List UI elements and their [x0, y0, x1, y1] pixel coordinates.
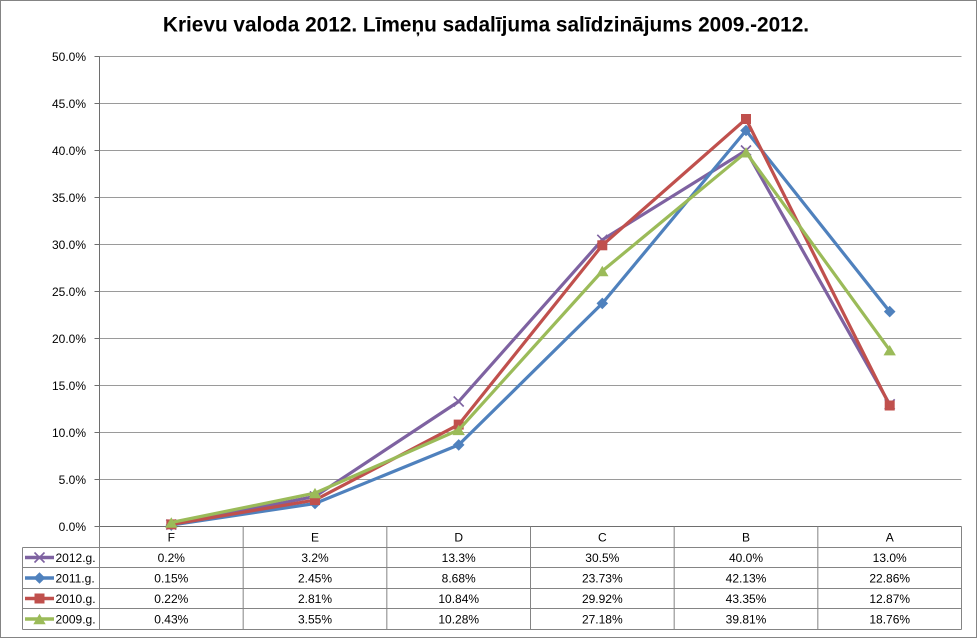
svg-text:12.87%: 12.87%: [869, 592, 910, 606]
svg-text:25.0%: 25.0%: [52, 285, 86, 299]
svg-text:10.0%: 10.0%: [52, 426, 86, 440]
svg-text:2012.g.: 2012.g.: [56, 551, 96, 565]
svg-text:50.0%: 50.0%: [52, 50, 86, 64]
svg-text:0.2%: 0.2%: [158, 551, 186, 565]
svg-text:30.5%: 30.5%: [585, 551, 619, 565]
svg-text:8.68%: 8.68%: [442, 571, 476, 585]
svg-text:E: E: [311, 531, 319, 545]
svg-text:F: F: [168, 531, 175, 545]
svg-text:39.81%: 39.81%: [726, 612, 767, 626]
svg-text:29.92%: 29.92%: [582, 592, 623, 606]
svg-text:B: B: [742, 531, 750, 545]
svg-text:22.86%: 22.86%: [869, 571, 910, 585]
svg-text:35.0%: 35.0%: [52, 191, 86, 205]
svg-text:2009.g.: 2009.g.: [56, 612, 96, 626]
svg-text:3.2%: 3.2%: [301, 551, 329, 565]
svg-text:10.84%: 10.84%: [438, 592, 479, 606]
svg-text:Krievu valoda 2012. Līmeņu sad: Krievu valoda 2012. Līmeņu sadalījuma sa…: [163, 14, 809, 37]
svg-text:40.0%: 40.0%: [52, 144, 86, 158]
svg-text:10.28%: 10.28%: [438, 612, 479, 626]
svg-text:2011.g.: 2011.g.: [56, 571, 95, 585]
svg-text:43.35%: 43.35%: [726, 592, 767, 606]
svg-text:27.18%: 27.18%: [582, 612, 623, 626]
svg-text:20.0%: 20.0%: [52, 332, 86, 346]
svg-text:C: C: [598, 531, 607, 545]
svg-text:13.3%: 13.3%: [442, 551, 476, 565]
svg-text:18.76%: 18.76%: [869, 612, 910, 626]
svg-text:2010.g.: 2010.g.: [56, 592, 96, 606]
svg-text:0.15%: 0.15%: [154, 571, 188, 585]
svg-text:30.0%: 30.0%: [52, 238, 86, 252]
svg-text:23.73%: 23.73%: [582, 571, 623, 585]
svg-text:13.0%: 13.0%: [873, 551, 907, 565]
svg-text:3.55%: 3.55%: [298, 612, 332, 626]
svg-text:42.13%: 42.13%: [726, 571, 767, 585]
svg-text:2.81%: 2.81%: [298, 592, 332, 606]
svg-text:A: A: [886, 531, 894, 545]
svg-text:0.43%: 0.43%: [154, 612, 188, 626]
svg-text:0.0%: 0.0%: [59, 520, 87, 534]
svg-text:40.0%: 40.0%: [729, 551, 763, 565]
svg-text:45.0%: 45.0%: [52, 97, 86, 111]
svg-text:15.0%: 15.0%: [52, 379, 86, 393]
svg-text:0.22%: 0.22%: [154, 592, 188, 606]
svg-text:5.0%: 5.0%: [59, 473, 87, 487]
svg-text:D: D: [454, 531, 463, 545]
svg-text:2.45%: 2.45%: [298, 571, 332, 585]
